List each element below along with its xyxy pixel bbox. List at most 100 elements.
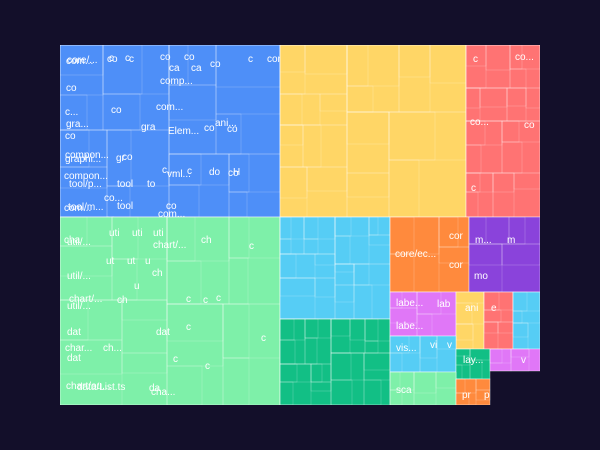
treemap-leaf-cell[interactable] [455,392,470,405]
treemap-leaf-cell[interactable] [279,318,295,341]
treemap-leaf-cell[interactable] [60,45,170,131]
treemap-leaf-cell[interactable] [475,389,491,401]
treemap-group-core[interactable] [279,45,467,218]
treemap-leaf-cell[interactable] [121,352,168,374]
treemap-leaf-cell[interactable] [60,45,104,131]
treemap-leaf-cell[interactable] [279,253,316,279]
treemap-leaf-cell[interactable] [501,243,540,266]
treemap-leaf-cell[interactable] [483,321,499,334]
treemap-leaf-cell[interactable] [510,348,530,358]
treemap-leaf-cell[interactable] [483,309,502,323]
treemap-group-animation[interactable] [455,291,485,350]
treemap-leaf-cell[interactable] [60,45,104,76]
treemap-group-layout[interactable] [455,348,491,380]
treemap-leaf-cell[interactable] [279,216,292,240]
treemap-leaf-cell[interactable] [489,348,512,364]
treemap-leaf-cell[interactable] [438,216,459,248]
treemap-leaf-cell[interactable] [455,348,471,366]
treemap-leaf-cell[interactable] [279,45,306,95]
treemap-leaf-cell[interactable] [465,87,481,122]
treemap-group-component[interactable] [60,45,281,218]
treemap-leaf-cell[interactable] [304,337,318,365]
treemap-leaf-cell[interactable] [279,363,298,383]
treemap-leaf-cell[interactable] [512,322,529,338]
treemap-leaf-cell[interactable] [330,318,351,354]
treemap-leaf-cell[interactable] [509,45,540,70]
treemap-leaf-cell[interactable] [60,216,113,247]
treemap-group-preprocessor[interactable] [455,378,491,405]
treemap-leaf-cell[interactable] [60,299,123,341]
treemap-leaf-cell[interactable] [279,277,316,297]
treemap-leaf-cell[interactable] [279,339,296,365]
treemap-leaf-cell[interactable] [389,335,421,354]
treemap-leaf-cell[interactable] [279,318,306,365]
treemap-leaf-cell[interactable] [334,263,355,286]
treemap-leaf-cell[interactable] [468,216,510,245]
treemap-leaf-cell[interactable] [303,238,319,255]
treemap-leaf-cell[interactable] [334,235,351,265]
treemap-leaf-cell[interactable] [330,352,365,381]
treemap-leaf-cell[interactable] [60,245,113,277]
treemap-group-export[interactable] [483,291,514,350]
treemap-leaf-cell[interactable] [166,216,230,262]
treemap-leaf-cell[interactable] [310,363,332,383]
treemap-leaf-cell[interactable] [60,45,104,96]
treemap-leaf-cell[interactable] [279,318,332,405]
treemap-leaf-cell[interactable] [363,379,382,405]
treemap-leaf-cell[interactable] [279,45,348,126]
treemap-leaf-cell[interactable] [525,87,540,109]
treemap-leaf-cell[interactable] [60,94,88,131]
treemap-leaf-cell[interactable] [489,348,512,372]
treemap-leaf-cell[interactable] [279,93,303,126]
treemap-leaf-cell[interactable] [465,45,540,89]
treemap-leaf-cell[interactable] [310,381,332,392]
treemap-group-misc[interactable] [512,291,540,350]
treemap-leaf-cell[interactable] [279,45,348,95]
treemap-leaf-cell[interactable] [228,257,249,305]
treemap-leaf-cell[interactable] [334,216,370,265]
treemap-leaf-cell[interactable] [314,253,336,266]
treemap-leaf-cell[interactable] [166,303,224,405]
treemap-leaf-cell[interactable] [228,216,250,259]
treemap-leaf-cell[interactable] [479,87,508,108]
treemap-leaf-cell[interactable] [388,111,436,161]
treemap-leaf-cell[interactable] [279,93,321,126]
treemap-leaf-cell[interactable] [168,45,217,155]
treemap-leaf-cell[interactable] [468,216,540,245]
treemap-leaf-cell[interactable] [483,291,500,311]
treemap-leaf-cell[interactable] [222,357,250,405]
treemap-leaf-cell[interactable] [279,45,306,73]
treemap-leaf-cell[interactable] [279,166,308,199]
treemap-leaf-cell[interactable] [106,129,170,187]
treemap-leaf-cell[interactable] [111,258,138,301]
treemap-leaf-cell[interactable] [102,93,141,131]
treemap-leaf-cell[interactable] [455,378,477,394]
treemap-leaf-cell[interactable] [168,153,230,186]
treemap-leaf-cell[interactable] [465,87,508,122]
treemap-leaf-cell[interactable] [60,216,88,247]
treemap-leaf-cell[interactable] [279,363,312,383]
treemap-leaf-cell[interactable] [166,260,202,305]
treemap-leaf-cell[interactable] [102,45,143,95]
treemap-leaf-cell[interactable] [60,129,108,168]
treemap-leaf-cell[interactable] [330,318,366,354]
treemap-leaf-cell[interactable] [168,153,202,186]
treemap-leaf-cell[interactable] [279,363,312,405]
treemap-leaf-cell[interactable] [468,216,487,245]
treemap-leaf-cell[interactable] [506,87,527,122]
treemap-leaf-cell[interactable] [279,216,305,255]
treemap-leaf-cell[interactable] [279,216,305,240]
treemap-leaf-cell[interactable] [465,120,486,146]
treemap-leaf-cell[interactable] [413,371,437,394]
treemap-leaf-cell[interactable] [279,253,297,279]
treemap-leaf-cell[interactable] [346,45,400,113]
treemap-leaf-cell[interactable] [512,310,523,324]
treemap-leaf-cell[interactable] [279,124,348,168]
treemap-leaf-cell[interactable] [302,124,322,168]
treemap-leaf-cell[interactable] [228,153,250,193]
treemap-leaf-cell[interactable] [334,284,355,303]
treemap-leaf-cell[interactable] [509,68,527,89]
treemap-leaf-cell[interactable] [489,348,503,364]
treemap-leaf-cell[interactable] [465,120,540,174]
treemap-leaf-cell[interactable] [389,371,401,391]
